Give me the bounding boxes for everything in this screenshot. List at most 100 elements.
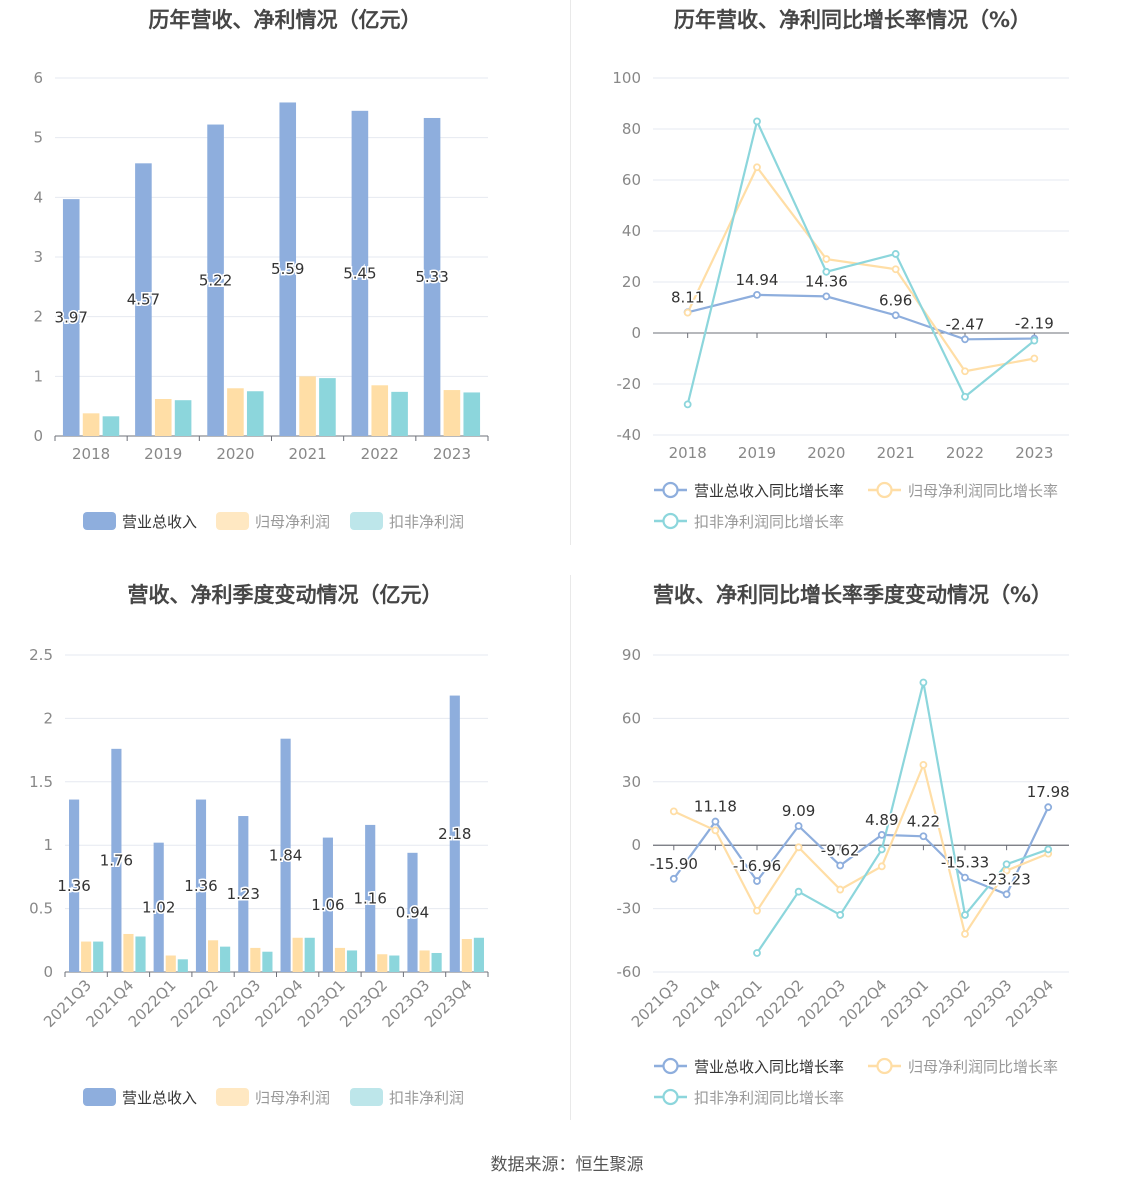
y-tick-label: 1: [33, 367, 43, 385]
data-point: [877, 830, 886, 839]
data-label: 2.18: [438, 825, 471, 843]
bar-deducted-profit: [174, 400, 192, 436]
bar-net-profit: [461, 939, 472, 972]
data-point: [891, 265, 900, 274]
bar-deducted-profit: [463, 392, 481, 436]
bar-revenue: [135, 163, 152, 436]
y-tick-label: 6: [33, 69, 43, 87]
chart-title: 历年营收、净利同比增长率情况（%）: [673, 8, 1032, 32]
quarterly-growth-panel: 营收、净利同比增长率季度变动情况（%） -60 -30 0 30 60 90 2021Q3 2…: [571, 575, 1134, 1120]
annual-revenue-profit-panel: 历年营收、净利情况（亿元） 0 1 2 3 4 5 6 2018 2019 2020 2021 202…: [0, 0, 570, 545]
bar-net-profit: [292, 937, 303, 972]
data-label: 1.16: [353, 889, 386, 907]
bar-revenue: [207, 124, 224, 436]
data-point: [1030, 336, 1039, 345]
data-point: [1002, 860, 1011, 869]
y-tick-label: 4: [33, 188, 43, 206]
data-point: [669, 874, 678, 883]
x-tick-label: 2023: [1015, 444, 1053, 462]
x-tick-label: 2023Q4: [421, 976, 476, 1031]
bar-net-profit: [81, 941, 92, 972]
y-tick-label: 0.5: [29, 900, 53, 918]
bar-net-profit: [154, 399, 172, 436]
data-point: [683, 308, 692, 317]
data-point: [1044, 845, 1053, 854]
x-tick-label: 2022: [946, 444, 984, 462]
legend-label: 归母净利润: [255, 1089, 330, 1107]
y-tick-label: 60: [622, 171, 641, 189]
data-point: [822, 267, 831, 276]
legend-swatch: [83, 512, 116, 530]
data-point: [683, 400, 692, 409]
source-prefix: 数据来源：: [490, 1155, 576, 1175]
bar-deducted-profit: [319, 378, 336, 436]
data-label: 1.36: [184, 877, 217, 895]
series-line-1: [686, 165, 1035, 373]
quarterly-bar-chart: 00.511.522.52021Q32021Q42022Q12022Q22022…: [29, 646, 489, 1107]
legend-label: 归母净利润同比增长率: [908, 482, 1058, 500]
y-tick-label: 40: [622, 222, 641, 240]
y-tick-label: 0: [43, 963, 53, 981]
x-tick-label: 2018: [72, 445, 110, 463]
legend-label: 营业总收入同比增长率: [694, 482, 844, 500]
y-tick-label: 2: [33, 308, 43, 326]
data-label: -16.96: [733, 857, 781, 875]
y-tick-label: 80: [622, 120, 641, 138]
data-point: [753, 877, 761, 885]
data-point: [836, 861, 845, 870]
data-point: [961, 911, 969, 919]
bar-revenue: [351, 110, 369, 437]
quarterly-growth-chart: -60-3003060902021Q32021Q42022Q12022Q2202…: [617, 646, 1072, 1107]
data-point: [919, 760, 928, 769]
legend-marker: [662, 1057, 679, 1075]
legend-swatch: [350, 512, 383, 530]
bar-net-profit: [377, 954, 388, 972]
series-line-0: [672, 806, 1050, 896]
bar-revenue: [423, 117, 441, 436]
chart-title: 历年营收、净利情况（亿元）: [148, 8, 422, 32]
bar-net-profit: [334, 947, 346, 972]
legend-label: 营业总收入: [122, 1089, 197, 1107]
data-point: [877, 862, 886, 871]
bar-revenue: [280, 738, 291, 972]
legend-marker: [662, 481, 679, 499]
data-label: 5.33: [415, 268, 448, 286]
x-tick-label: 2019: [738, 444, 776, 462]
data-label: 4.57: [127, 291, 160, 309]
legend-label: 扣非净利润: [389, 513, 464, 531]
source-name: 恒生聚源: [575, 1155, 644, 1175]
data-point: [919, 678, 928, 687]
y-tick-label: -60: [617, 963, 642, 981]
data-label: -9.62: [821, 842, 860, 860]
data-label: 8.11: [671, 288, 704, 306]
divider: [570, 575, 571, 1120]
divider: [570, 0, 571, 545]
data-label: 0.94: [396, 903, 429, 921]
bar-deducted-profit: [246, 391, 264, 436]
bar-deducted-profit: [391, 391, 408, 436]
bar-net-profit: [371, 385, 389, 436]
data-label: 9.09: [782, 802, 815, 820]
data-point: [961, 367, 969, 376]
data-label: -23.23: [982, 870, 1030, 888]
x-tick-label: 2020: [216, 445, 254, 463]
legend-swatch: [83, 1088, 116, 1106]
legend-swatch: [216, 1088, 249, 1106]
legend-label: 扣非净利润同比增长率: [694, 513, 844, 531]
y-tick-label: 2.5: [29, 646, 53, 664]
y-tick-label: 1.5: [29, 773, 53, 791]
data-point: [961, 335, 969, 344]
data-point: [753, 163, 761, 172]
bar-deducted-profit: [135, 936, 146, 972]
x-tick-label: 2020: [807, 444, 845, 462]
y-tick-label: 2: [43, 709, 53, 727]
bar-net-profit: [82, 413, 100, 436]
bar-revenue: [153, 842, 164, 972]
data-point: [794, 822, 803, 830]
y-tick-label: -20: [617, 375, 642, 393]
x-tick-label: 2021: [288, 445, 326, 463]
data-point: [753, 291, 761, 299]
y-tick-label: 3: [33, 248, 43, 266]
data-label: 14.94: [736, 271, 779, 289]
annual-growth-panel: 历年营收、净利同比增长率情况（%） -40 -20 0 20 40 60 80 100 2018…: [571, 0, 1134, 545]
